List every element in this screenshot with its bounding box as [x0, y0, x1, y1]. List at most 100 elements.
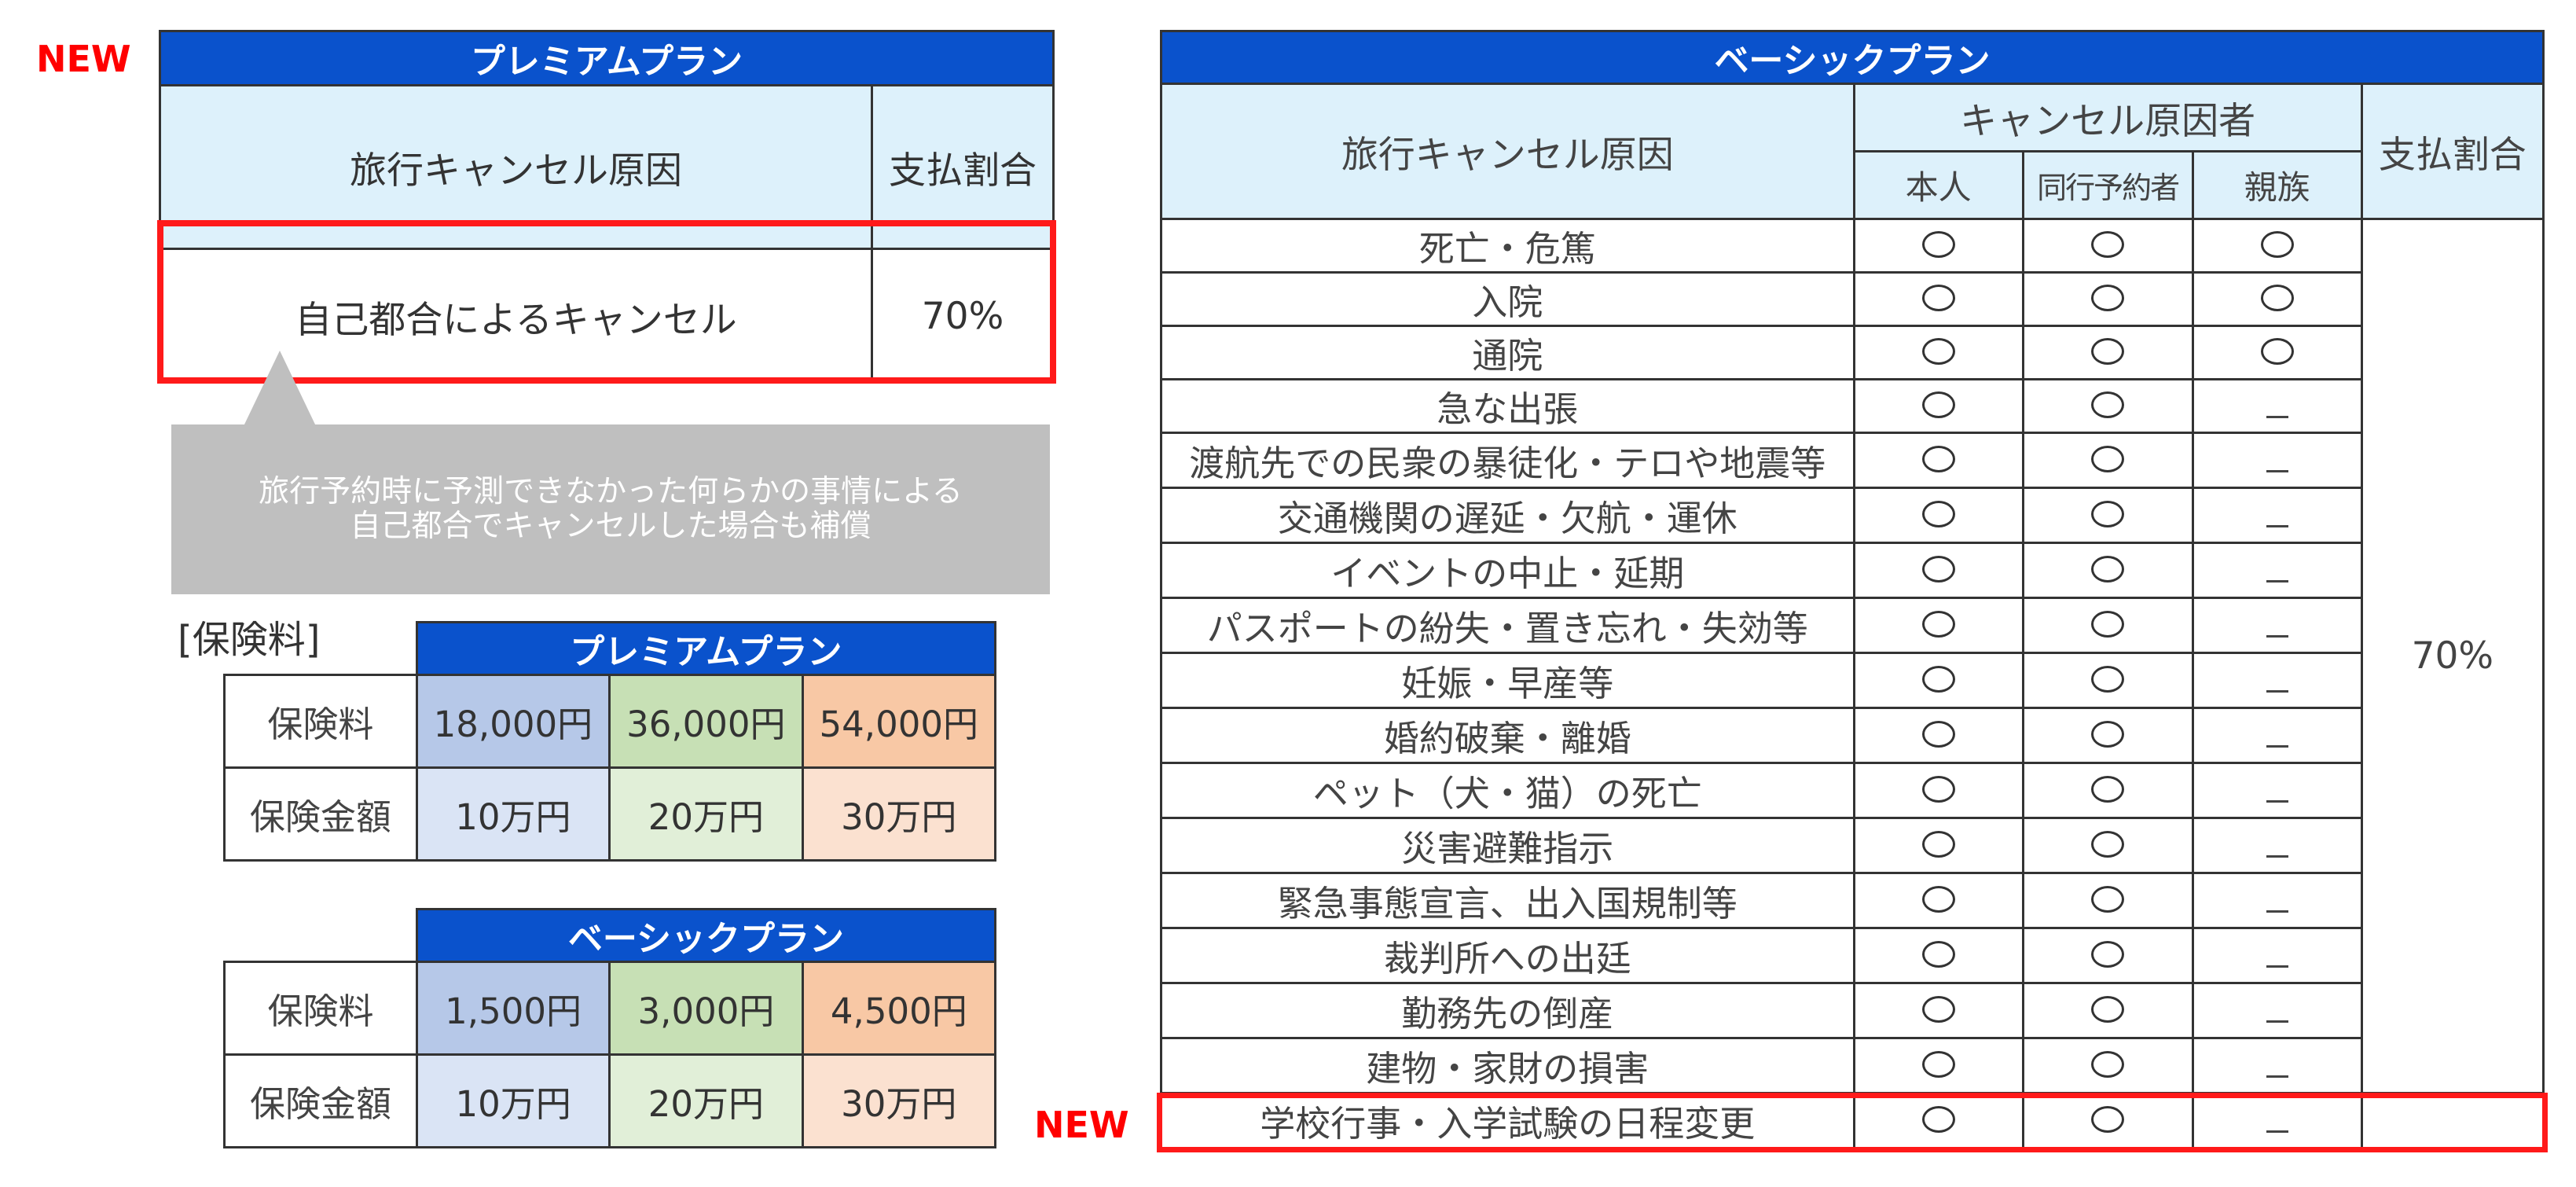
- companion-cell: [2021, 982, 2194, 1039]
- cause-cell: 裁判所への出廷: [1160, 927, 1855, 984]
- dash-mark-icon: [2266, 635, 2288, 638]
- family-cell: [2191, 872, 2363, 929]
- cause-cell: 勤務先の倒産: [1160, 982, 1855, 1039]
- table-row: 入院: [1160, 271, 2544, 327]
- dash-mark-icon: [2266, 965, 2288, 968]
- circle-mark-icon: [2260, 231, 2294, 258]
- self-cell: [1852, 487, 2024, 544]
- cause-cell: 建物・家財の損害: [1160, 1037, 1855, 1094]
- table-row: 妊娠・早産等: [1160, 652, 2544, 709]
- self-cell: [1852, 927, 2024, 984]
- family-cell: [2191, 432, 2363, 489]
- cause-cell: 入院: [1160, 271, 1855, 327]
- circle-mark-icon: [2091, 831, 2125, 858]
- self-cell: [1852, 325, 2024, 380]
- cause-cell: 災害避難指示: [1160, 817, 1855, 874]
- circle-mark-icon: [1921, 501, 1955, 527]
- circle-mark-icon: [2260, 285, 2294, 311]
- new-label-premium: NEW: [36, 38, 131, 80]
- circle-mark-icon: [1921, 556, 1955, 582]
- amount-cell: 10万円: [415, 1053, 611, 1148]
- new-row-highlight-premium: [157, 220, 1056, 384]
- family-cell: [2191, 542, 2363, 599]
- family-cell: [2191, 218, 2363, 274]
- col-group-header: キャンセル原因者: [1852, 83, 2363, 153]
- self-cell: [1852, 218, 2024, 274]
- row-label-premium: 保険料: [223, 674, 418, 769]
- circle-mark-icon: [2091, 1106, 2125, 1133]
- fee-heading: [保険料]: [178, 618, 321, 662]
- basic-cause-title: ベーシックプラン: [1160, 30, 2545, 85]
- family-cell: [2191, 597, 2363, 654]
- family-cell: [2191, 378, 2363, 434]
- table-row: 交通機関の遅延・欠航・運休: [1160, 487, 2544, 544]
- circle-mark-icon: [1921, 446, 1955, 472]
- amount-cell: 20万円: [608, 766, 804, 862]
- col-rate-header: 支払割合: [2360, 83, 2545, 220]
- col-self-header: 本人: [1852, 150, 2024, 220]
- premium-fee-table: プレミアムプラン 保険料 18,000円 36,000円 54,000円 保険金…: [223, 621, 997, 862]
- circle-mark-icon: [2091, 886, 2125, 913]
- cause-cell: 交通機関の遅延・欠航・運休: [1160, 487, 1855, 544]
- fee-cell: 54,000円: [801, 674, 997, 769]
- circle-mark-icon: [1921, 666, 1955, 693]
- self-cell: [1852, 378, 2024, 434]
- dash-mark-icon: [2266, 800, 2288, 803]
- companion-cell: [2021, 325, 2194, 380]
- circle-mark-icon: [1921, 231, 1955, 258]
- circle-mark-icon: [1921, 1051, 1955, 1078]
- companion-cell: [2021, 432, 2194, 489]
- circle-mark-icon: [1921, 996, 1955, 1023]
- circle-mark-icon: [2091, 556, 2125, 582]
- companion-cell: [2021, 597, 2194, 654]
- circle-mark-icon: [2091, 611, 2125, 638]
- dash-mark-icon: [2266, 745, 2288, 748]
- cause-cell: 渡航先での民衆の暴徒化・テロや地震等: [1160, 432, 1855, 489]
- dash-mark-icon: [2266, 1130, 2288, 1133]
- table-row: 通院: [1160, 325, 2544, 380]
- circle-mark-icon: [2091, 338, 2125, 365]
- circle-mark-icon: [2091, 285, 2125, 311]
- dash-mark-icon: [2266, 1075, 2288, 1078]
- table-row: 建物・家財の損害: [1160, 1037, 2544, 1094]
- circle-mark-icon: [1921, 285, 1955, 311]
- row-label-amount: 保険金額: [223, 1053, 418, 1148]
- self-cell: [1852, 707, 2024, 764]
- circle-mark-icon: [1921, 831, 1955, 858]
- self-cell: [1852, 652, 2024, 709]
- table-row: 婚約破棄・離婚: [1160, 707, 2544, 764]
- companion-cell: [2021, 872, 2194, 929]
- table-row: 緊急事態宣言、出入国規制等: [1160, 872, 2544, 929]
- amount-cell: 30万円: [801, 766, 997, 862]
- table-row: パスポートの紛失・置き忘れ・失効等: [1160, 597, 2544, 654]
- cause-cell: 死亡・危篤: [1160, 218, 1855, 274]
- self-cell: [1852, 597, 2024, 654]
- table-row: 裁判所への出廷: [1160, 927, 2544, 984]
- table-row: 勤務先の倒産: [1160, 982, 2544, 1039]
- circle-mark-icon: [1921, 611, 1955, 638]
- dash-mark-icon: [2266, 416, 2288, 418]
- self-cell: [1852, 1037, 2024, 1094]
- amount-cell: 10万円: [415, 766, 611, 862]
- self-cell: [1852, 872, 2024, 929]
- row-label-amount: 保険金額: [223, 766, 418, 862]
- amount-cell: 20万円: [608, 1053, 804, 1148]
- callout-line-1: 旅行予約時に予測できなかった何らかの事情による: [259, 474, 963, 509]
- self-cell: [1852, 271, 2024, 327]
- circle-mark-icon: [2091, 721, 2125, 748]
- companion-cell: [2021, 378, 2194, 434]
- table-row: 災害避難指示: [1160, 817, 2544, 874]
- table-row: 急な出張: [1160, 378, 2544, 434]
- self-cell: [1852, 542, 2024, 599]
- callout-line-2: 自己都合でキャンセルした場合も補償: [350, 509, 872, 544]
- circle-mark-icon: [1921, 1106, 1955, 1133]
- circle-mark-icon: [2091, 941, 2125, 968]
- dash-mark-icon: [2266, 855, 2288, 858]
- col-cause-header: 旅行キャンセル原因: [1160, 83, 1855, 220]
- family-cell: [2191, 325, 2363, 380]
- circle-mark-icon: [2091, 776, 2125, 803]
- dash-mark-icon: [2266, 580, 2288, 582]
- new-row-highlight-basic: [1157, 1093, 2548, 1152]
- col-family-header: 親族: [2191, 150, 2363, 220]
- cause-cell: 妊娠・早産等: [1160, 652, 1855, 709]
